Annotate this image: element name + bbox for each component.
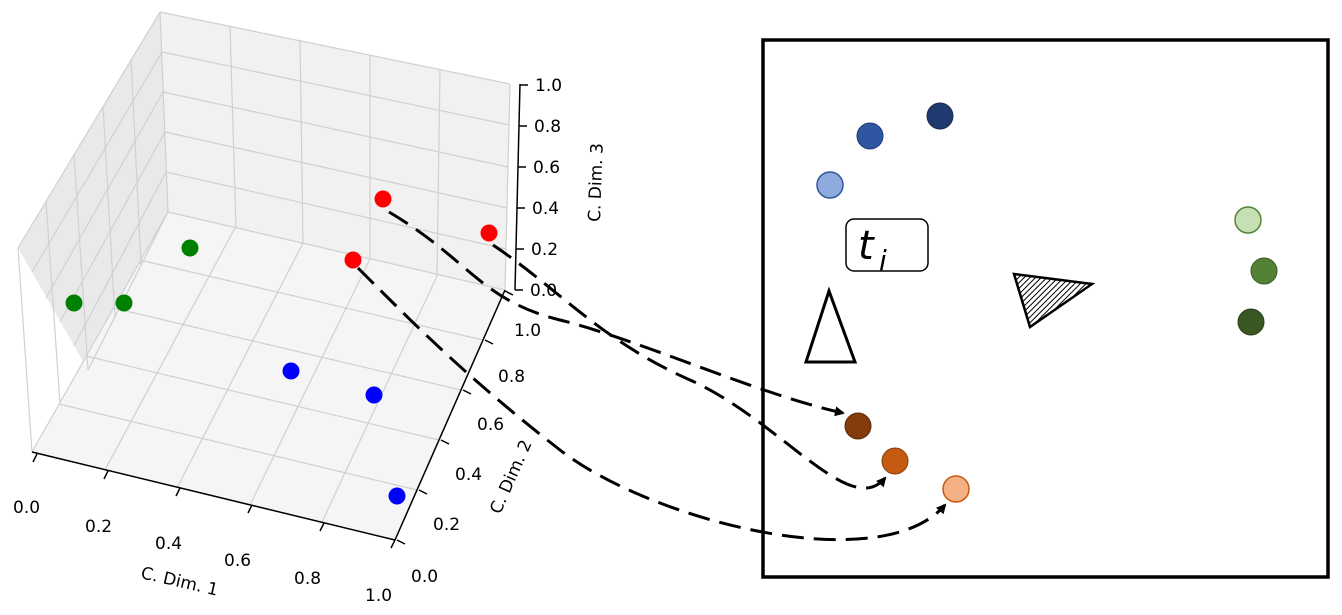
green-point xyxy=(115,294,133,312)
y-tick-label: 0.0 xyxy=(411,567,438,587)
z-axis-line xyxy=(514,83,521,291)
x-tick-label: 0.0 xyxy=(13,498,40,518)
token-tag-base: t xyxy=(858,223,875,269)
orange-group-point xyxy=(844,412,872,440)
y-tick-label: 0.6 xyxy=(477,415,504,435)
triangle-outline-icon xyxy=(803,286,858,364)
y-tick-label: 1.0 xyxy=(514,321,541,341)
green-point xyxy=(65,294,83,312)
token-tag-sub: i xyxy=(879,244,887,277)
blue-group-point xyxy=(856,122,884,150)
red-point xyxy=(480,224,498,242)
x-axis-label: C. Dim. 1 xyxy=(139,563,220,600)
green-group-point xyxy=(1234,206,1262,234)
x-axis-ticks: 0.0 0.2 0.4 0.6 0.8 1.0 xyxy=(13,453,396,606)
green-group-point xyxy=(1237,308,1265,336)
mapping-arrow xyxy=(356,266,947,542)
back-pane xyxy=(160,12,510,290)
x-tick-label: 0.4 xyxy=(155,534,182,554)
y-axis-line xyxy=(394,289,506,541)
x-tick-label: 0.8 xyxy=(294,569,321,589)
x-tick-label: 1.0 xyxy=(365,586,392,606)
mapping-arrow xyxy=(492,243,887,490)
blue-group-point xyxy=(926,102,954,130)
y-tick-label: 0.2 xyxy=(433,515,460,535)
z-tick-label: 0.8 xyxy=(534,117,561,137)
blue-group-point xyxy=(816,171,844,199)
x-axis-line xyxy=(31,451,396,541)
triangle-hatched-icon xyxy=(1012,272,1096,330)
z-tick-label: 0.0 xyxy=(530,281,557,301)
y-tick-label: 0.8 xyxy=(498,367,525,387)
x-tick-label: 0.6 xyxy=(224,551,251,571)
red-point xyxy=(344,251,362,269)
red-point xyxy=(374,190,392,208)
blue-point xyxy=(365,386,383,404)
green-group-point xyxy=(1250,257,1278,285)
x-tick-label: 0.2 xyxy=(85,517,112,537)
embedding-panel: t i xyxy=(761,38,1330,579)
data-points xyxy=(65,190,498,505)
floor-pane xyxy=(32,212,505,540)
grid-lines xyxy=(17,11,511,541)
z-axis-ticks: 0.0 0.2 0.4 0.6 0.8 1.0 xyxy=(515,76,562,301)
y-axis-label: C. Dim. 2 xyxy=(486,437,536,517)
blue-point xyxy=(282,362,300,380)
scatter-3d-plot: 0.0 0.2 0.4 0.6 0.8 1.0 C. Dim. 1 0.0 0.… xyxy=(13,11,608,606)
z-axis-label: C. Dim. 3 xyxy=(585,143,608,222)
panel-frame xyxy=(761,38,1330,579)
z-tick-label: 0.6 xyxy=(533,158,560,178)
z-tick-label: 0.4 xyxy=(532,199,559,219)
green-point xyxy=(181,239,199,257)
orange-group-point xyxy=(881,447,909,475)
token-tag: t i xyxy=(845,218,929,277)
z-tick-label: 0.2 xyxy=(531,240,558,260)
y-axis-ticks: 0.0 0.2 0.4 0.6 0.8 1.0 xyxy=(396,290,541,587)
orange-group-point xyxy=(942,475,970,503)
blue-point xyxy=(388,487,406,505)
y-tick-label: 0.4 xyxy=(455,465,482,485)
z-tick-label: 1.0 xyxy=(535,76,562,96)
